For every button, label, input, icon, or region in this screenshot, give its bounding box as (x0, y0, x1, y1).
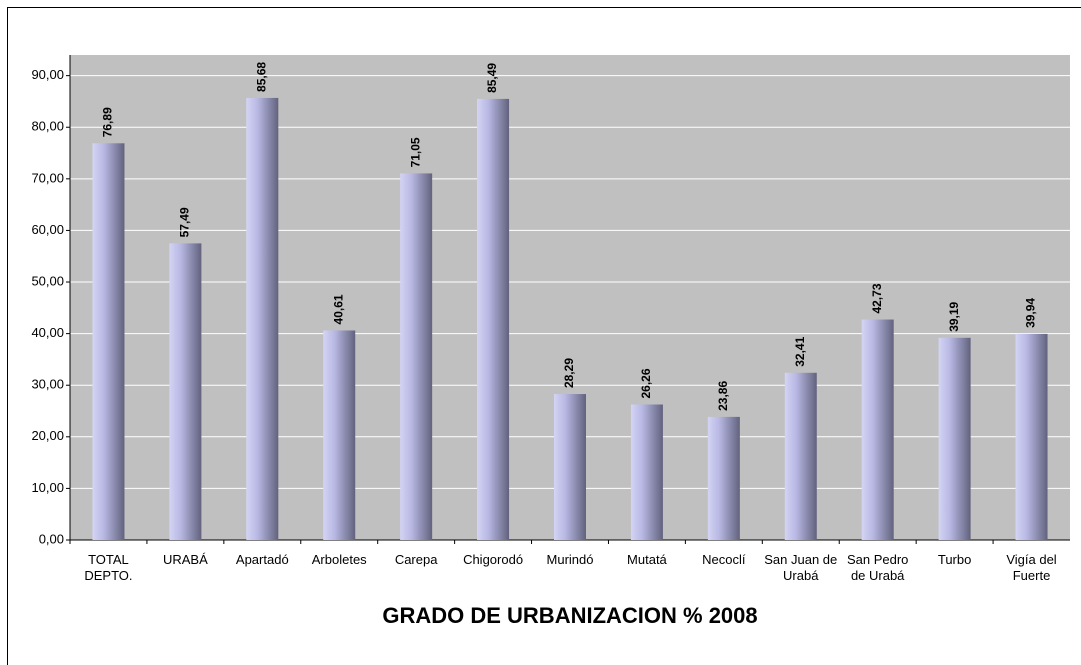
y-tick-label: 20,00 (31, 428, 64, 443)
data-label: 85,68 (254, 62, 268, 92)
bar (861, 319, 894, 540)
chart-border (7, 7, 1081, 665)
x-tick-label: Turbo (937, 552, 972, 567)
bar (169, 243, 202, 540)
bar (323, 330, 356, 540)
data-label: 39,19 (947, 301, 961, 331)
bar (1015, 333, 1048, 540)
data-label: 26,26 (639, 368, 653, 398)
y-tick-label: 50,00 (31, 273, 64, 288)
y-tick-label: 10,00 (31, 480, 64, 495)
x-tick-label: San Pedro de Urabá (846, 552, 909, 583)
data-label: 85,49 (485, 63, 499, 93)
bar (707, 416, 740, 540)
y-tick-label: 30,00 (31, 377, 64, 392)
bar (554, 394, 586, 540)
chart-title: GRADO DE URBANIZACION % 2008 (382, 603, 757, 628)
x-tick-label: Murindó (546, 552, 594, 567)
data-label: 42,73 (870, 283, 884, 313)
y-tick-label: 0,00 (39, 531, 64, 546)
x-tick-label: Necoclí (702, 552, 746, 567)
bar (938, 337, 971, 540)
x-tick-label: Chigorodó (463, 552, 524, 567)
x-tick-label: Mutatá (627, 552, 667, 567)
x-tick-label: Vigía del Fuerte (1006, 552, 1057, 583)
x-tick-label: Carepa (394, 552, 438, 567)
bar (784, 372, 817, 540)
data-label: 76,89 (101, 107, 115, 137)
bar (92, 143, 125, 540)
y-tick-label: 60,00 (31, 222, 64, 237)
data-label: 32,41 (793, 336, 807, 366)
y-tick-label: 90,00 (31, 67, 64, 82)
bar (400, 173, 433, 540)
x-tick-label: URABÁ (162, 552, 208, 567)
data-label: 71,05 (408, 137, 422, 167)
y-tick-label: 40,00 (31, 325, 64, 340)
bar (246, 97, 279, 540)
x-tick-label: Arboletes (311, 552, 367, 567)
data-label: 28,29 (562, 358, 576, 388)
data-label: 39,94 (1024, 298, 1038, 328)
y-tick-label: 70,00 (31, 170, 64, 185)
y-tick-label: 80,00 (31, 119, 64, 134)
x-tick-label: Apartadó (235, 552, 289, 567)
data-label: 57,49 (178, 207, 192, 237)
bar (477, 98, 510, 540)
bar (630, 404, 663, 540)
data-label: 23,86 (716, 381, 730, 411)
data-label: 40,61 (331, 294, 345, 324)
x-tick-label: TOTAL DEPTO. (84, 552, 133, 583)
x-tick-label: San Juan de Urabá (764, 552, 838, 583)
